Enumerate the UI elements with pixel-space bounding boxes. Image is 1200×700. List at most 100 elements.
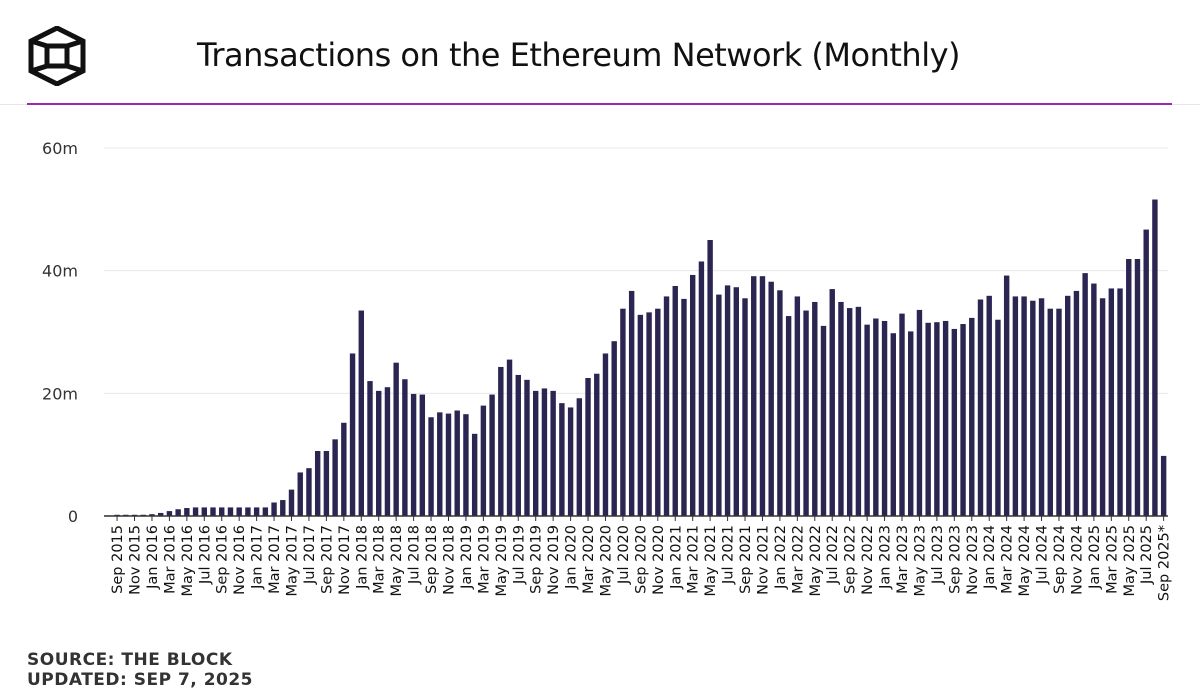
bar-apr-2018 bbox=[384, 387, 391, 516]
bar-apr-2021 bbox=[698, 261, 705, 516]
bar-sep-2018 bbox=[428, 417, 434, 516]
x-tick-label: Sep 2016 bbox=[215, 525, 231, 594]
bar-mar-2020 bbox=[585, 378, 591, 516]
bar-jun-2018 bbox=[402, 379, 408, 516]
x-tick-label: Sep 2020 bbox=[633, 525, 649, 594]
bar-oct-2017 bbox=[332, 439, 338, 516]
bar-jun-2016 bbox=[192, 507, 199, 516]
x-tick-label: Nov 2021 bbox=[755, 525, 771, 595]
bar-feb-2024 bbox=[995, 319, 1001, 516]
y-tick-label: 60m bbox=[42, 139, 78, 158]
x-tick-label: Sep 2025* bbox=[1157, 525, 1173, 601]
bar-mar-2018 bbox=[376, 390, 382, 516]
bar-oct-2022 bbox=[855, 306, 862, 516]
x-tick-label: May 2021 bbox=[703, 525, 719, 597]
bar-apr-2019 bbox=[489, 394, 495, 516]
x-tick-label: Jan 2025 bbox=[1087, 525, 1103, 590]
chart-title: Transactions on the Ethereum Network (Mo… bbox=[197, 36, 961, 74]
bar-may-2017 bbox=[288, 489, 295, 516]
bar-oct-2023 bbox=[960, 324, 966, 516]
bar-sep-2022 bbox=[846, 308, 853, 516]
x-tick-label: Sep 2024 bbox=[1052, 525, 1068, 594]
x-tick-label: Mar 2021 bbox=[686, 525, 702, 594]
bar-oct-2019 bbox=[541, 388, 548, 516]
bar-nov-2016 bbox=[236, 507, 242, 516]
x-tick-label: Mar 2019 bbox=[476, 525, 492, 594]
x-tick-label: May 2022 bbox=[808, 525, 824, 597]
bars bbox=[105, 199, 1167, 517]
x-tick-label: Jul 2021 bbox=[721, 525, 737, 585]
x-tick-label: May 2017 bbox=[285, 525, 301, 597]
bar-aug-2016 bbox=[210, 507, 216, 516]
bar-aug-2018 bbox=[419, 394, 426, 516]
bar-aug-2017 bbox=[314, 450, 321, 516]
x-tick-label: Jan 2021 bbox=[668, 525, 684, 590]
bar-sep-2019 bbox=[533, 390, 539, 516]
bar-jun-2019 bbox=[506, 359, 513, 516]
bar-jan-2016 bbox=[149, 514, 155, 516]
bar-feb-2025 bbox=[1099, 298, 1106, 516]
bar-aug-2019 bbox=[524, 379, 530, 516]
bar-oct-2021 bbox=[751, 276, 757, 516]
bar-oct-2020 bbox=[646, 312, 652, 516]
bar-feb-2018 bbox=[367, 381, 373, 516]
bar-nov-2020 bbox=[655, 308, 661, 516]
bar-jun-2022 bbox=[820, 325, 827, 516]
x-tick-label: Mar 2017 bbox=[267, 525, 283, 594]
bar-aug-2021 bbox=[733, 287, 739, 516]
bar-dec-2019 bbox=[559, 403, 565, 516]
bar-feb-2017 bbox=[262, 507, 269, 516]
bar-apr-2016 bbox=[175, 509, 181, 516]
bar-sep-2025 bbox=[1160, 455, 1167, 516]
bar-apr-2024 bbox=[1012, 296, 1019, 516]
x-tick-label: Sep 2019 bbox=[529, 525, 545, 594]
bar-apr-2022 bbox=[803, 310, 809, 516]
bar-feb-2016 bbox=[157, 512, 164, 516]
x-tick-label: Nov 2017 bbox=[337, 525, 353, 595]
bar-jul-2020 bbox=[620, 308, 626, 516]
y-tick-label: 40m bbox=[42, 262, 78, 281]
x-tick-label: Mar 2022 bbox=[790, 525, 806, 594]
bar-dec-2017 bbox=[349, 353, 356, 516]
x-tick-label: May 2018 bbox=[389, 525, 405, 597]
x-tick-label: Sep 2021 bbox=[738, 525, 754, 594]
bar-apr-2023 bbox=[908, 331, 914, 516]
x-tick-label: Jan 2023 bbox=[878, 525, 894, 590]
bar-jul-2021 bbox=[724, 285, 731, 516]
bar-dec-2024 bbox=[1082, 273, 1088, 516]
bar-feb-2019 bbox=[471, 433, 478, 516]
bar-feb-2021 bbox=[681, 298, 687, 516]
bar-jul-2016 bbox=[201, 507, 207, 516]
bar-apr-2020 bbox=[594, 373, 600, 516]
bar-jun-2017 bbox=[297, 472, 303, 516]
bar-nov-2018 bbox=[445, 413, 452, 516]
x-tick-label: Nov 2024 bbox=[1069, 525, 1085, 595]
bar-aug-2020 bbox=[628, 290, 635, 516]
bar-sep-2017 bbox=[323, 450, 330, 516]
x-tick-label: Jul 2019 bbox=[511, 525, 527, 585]
x-tick-label: Jul 2022 bbox=[825, 525, 841, 585]
bar-dec-2023 bbox=[977, 299, 984, 516]
x-tick-label: Mar 2023 bbox=[895, 525, 911, 594]
bar-mar-2023 bbox=[899, 313, 905, 516]
bar-sep-2020 bbox=[637, 314, 644, 516]
bar-jan-2018 bbox=[358, 310, 364, 516]
x-tick-label: Jan 2019 bbox=[459, 525, 475, 590]
x-tick-label: May 2025 bbox=[1122, 525, 1138, 597]
bar-jul-2018 bbox=[410, 393, 417, 516]
bar-nov-2019 bbox=[550, 390, 556, 516]
bar-may-2021 bbox=[707, 240, 713, 516]
bar-mar-2025 bbox=[1108, 288, 1115, 516]
bar-dec-2021 bbox=[768, 281, 774, 516]
bar-jul-2025 bbox=[1143, 229, 1149, 516]
x-tick-label: Sep 2017 bbox=[319, 525, 335, 594]
bar-may-2018 bbox=[393, 362, 399, 516]
x-tick-label: Sep 2022 bbox=[843, 525, 859, 594]
x-tick-label: Jan 2018 bbox=[354, 525, 370, 590]
footer: SOURCE: THE BLOCK UPDATED: SEP 7, 2025 bbox=[27, 650, 253, 690]
bar-jul-2022 bbox=[829, 289, 835, 516]
bar-jul-2019 bbox=[515, 374, 521, 516]
x-tick-label: Mar 2024 bbox=[1000, 525, 1016, 594]
x-tick-label: Jul 2023 bbox=[930, 525, 946, 585]
